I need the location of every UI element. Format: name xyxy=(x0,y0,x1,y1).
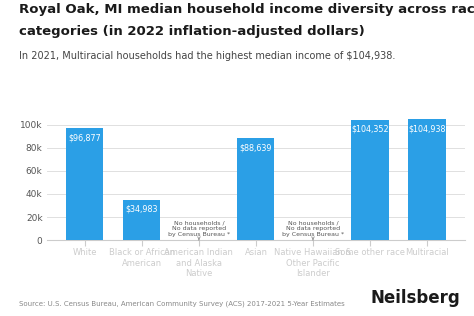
Text: $34,983: $34,983 xyxy=(126,205,158,214)
Text: $104,938: $104,938 xyxy=(408,124,446,133)
Text: No households /
No data reported
by Census Bureau *: No households / No data reported by Cens… xyxy=(282,221,344,240)
Bar xyxy=(352,120,389,240)
Text: Source: U.S. Census Bureau, American Community Survey (ACS) 2017-2021 5-Year Est: Source: U.S. Census Bureau, American Com… xyxy=(19,300,345,307)
Text: categories (in 2022 inflation-adjusted dollars): categories (in 2022 inflation-adjusted d… xyxy=(19,25,365,38)
Bar xyxy=(237,138,274,240)
Text: $88,639: $88,639 xyxy=(240,143,272,152)
Bar xyxy=(409,119,446,240)
Bar xyxy=(66,128,103,240)
Text: Neilsberg: Neilsberg xyxy=(370,289,460,307)
Text: Royal Oak, MI median household income diversity across racial: Royal Oak, MI median household income di… xyxy=(19,3,474,16)
Text: $104,352: $104,352 xyxy=(351,125,389,134)
Text: $96,877: $96,877 xyxy=(69,134,101,143)
Text: In 2021, Multiracial households had the highest median income of $104,938.: In 2021, Multiracial households had the … xyxy=(19,51,395,61)
Text: No households /
No data reported
by Census Bureau *: No households / No data reported by Cens… xyxy=(168,221,230,240)
Bar xyxy=(123,200,160,240)
